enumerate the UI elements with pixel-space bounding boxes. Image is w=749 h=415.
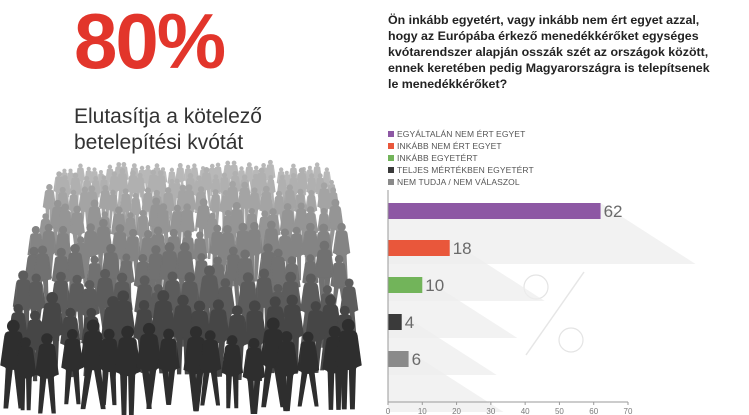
legend-label: INKÁBB EGYETÉRT: [397, 152, 478, 163]
crowd-illustration: [0, 159, 362, 415]
legend-label: INKÁBB NEM ÉRT EGYET: [397, 140, 502, 151]
bar: [388, 351, 409, 367]
watermark-slash: [525, 271, 585, 356]
bar: [388, 277, 423, 293]
legend-item: NEM TUDJA / NEM VÁLASZOL: [388, 176, 534, 187]
headline-subtitle: Elutasítja a kötelező betelepítési kvótá…: [74, 104, 374, 156]
legend-item: INKÁBB EGYETÉRT: [388, 152, 534, 163]
person-silhouette: [242, 337, 266, 414]
person-silhouette: [35, 333, 59, 414]
person-silhouette: [136, 322, 162, 409]
x-tick-label: 20: [452, 407, 461, 415]
legend-swatch: [388, 178, 394, 185]
subtitle-line-1: Elutasítja a kötelező: [74, 105, 262, 128]
x-tick-label: 0: [386, 407, 391, 415]
bar-value-label: 62: [604, 202, 623, 221]
legend-swatch: [388, 154, 394, 161]
bar: [388, 240, 450, 256]
legend-swatch: [388, 142, 394, 149]
person-silhouette: [14, 337, 37, 411]
survey-question: Ön inkább egyetért, vagy inkább nem ért …: [388, 13, 710, 91]
legend-swatch: [388, 130, 394, 137]
bar-shadow: [388, 351, 504, 412]
x-tick-label: 50: [555, 407, 564, 415]
legend-item: TELJES MÉRTÉKBEN EGYETÉRT: [388, 164, 534, 175]
person-silhouette: [221, 335, 244, 409]
person-silhouette: [334, 318, 362, 410]
legend-item: INKÁBB NEM ÉRT EGYET: [388, 140, 534, 151]
person-silhouette: [114, 325, 141, 415]
subtitle-line-2: betelepítési kvótát: [74, 131, 244, 154]
legend-item: EGYÁLTALÁN NEM ÉRT EGYET: [388, 128, 534, 139]
x-tick-label: 10: [418, 407, 427, 415]
legend-swatch: [388, 166, 394, 173]
x-tick-label: 40: [521, 407, 530, 415]
x-tick-label: 60: [589, 407, 598, 415]
bar-value-label: 6: [412, 350, 421, 369]
legend-label: TELJES MÉRTÉKBEN EGYETÉRT: [397, 164, 534, 175]
person-silhouette: [199, 330, 222, 406]
bar-value-label: 10: [425, 276, 444, 295]
bar-value-label: 4: [405, 313, 414, 332]
person-silhouette: [157, 328, 180, 405]
person-silhouette: [274, 331, 299, 412]
chart-legend: EGYÁLTALÁN NEM ÉRT EGYET INKÁBB NEM ÉRT E…: [388, 128, 534, 188]
bar-value-label: 18: [453, 239, 472, 258]
bar: [388, 314, 402, 330]
bar: [388, 203, 601, 219]
x-tick-label: 70: [624, 407, 633, 415]
headline-percent: 80%: [74, 0, 226, 85]
legend-label: NEM TUDJA / NEM VÁLASZOL: [397, 176, 520, 187]
watermark-circle: [558, 327, 584, 353]
person-silhouette: [297, 331, 320, 407]
legend-label: EGYÁLTALÁN NEM ÉRT EGYET: [397, 128, 526, 139]
x-tick-label: 30: [486, 407, 495, 415]
